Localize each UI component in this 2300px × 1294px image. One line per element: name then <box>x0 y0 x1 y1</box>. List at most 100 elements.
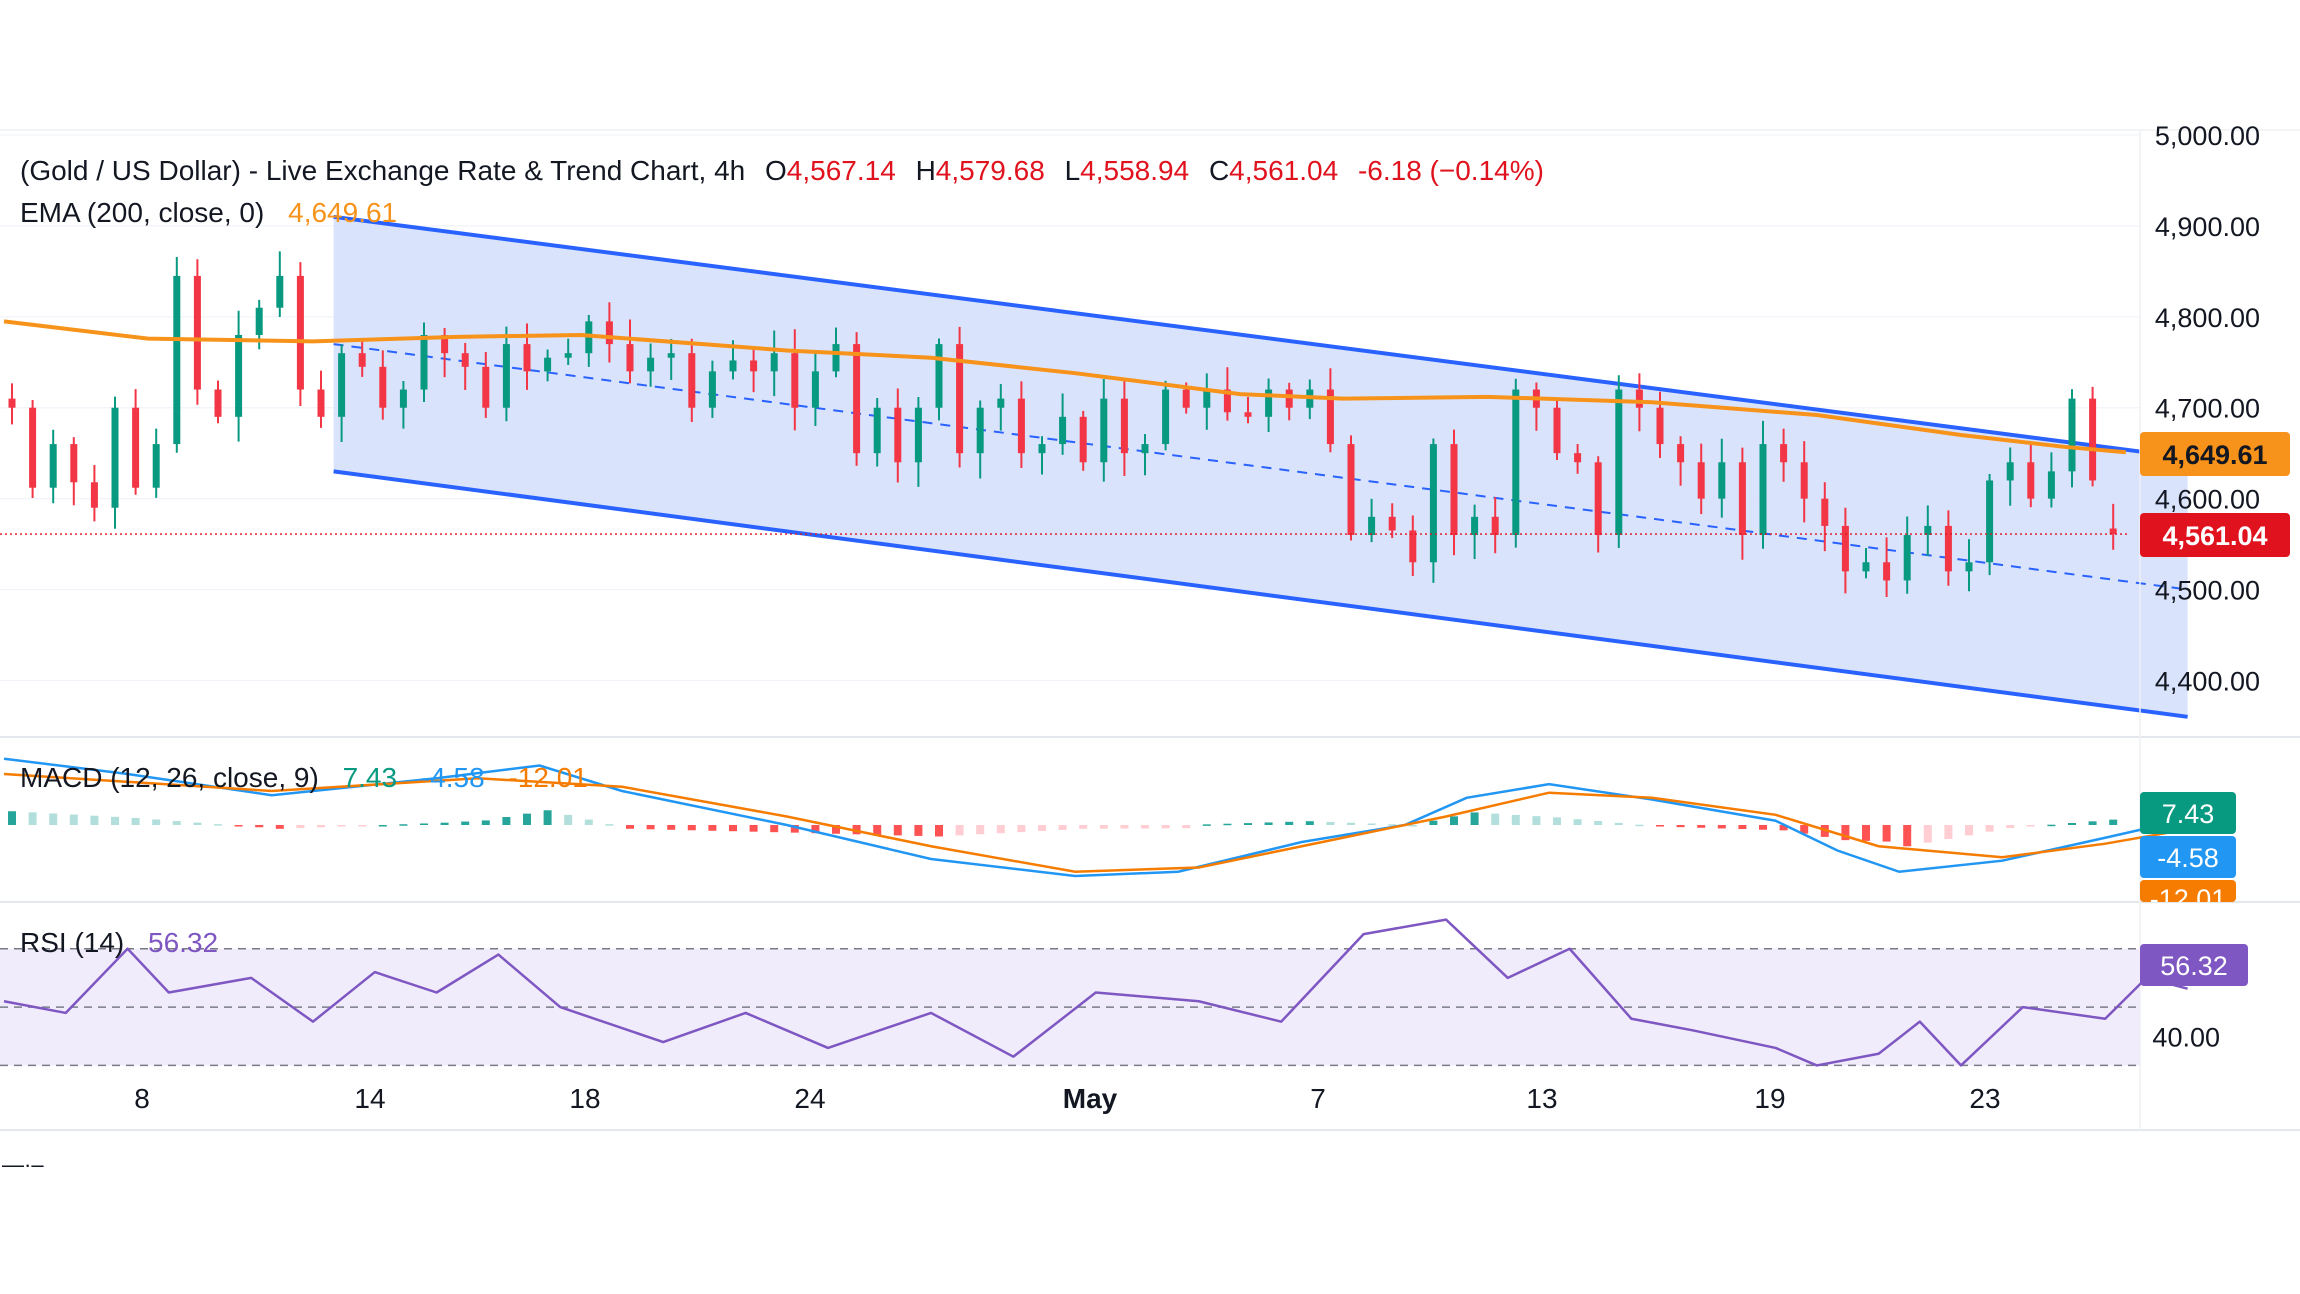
candle-down <box>1697 462 1705 499</box>
macd-histogram-bar <box>440 822 449 825</box>
candle-down <box>1244 412 1252 417</box>
macd-histogram-bar <box>131 817 140 825</box>
channel-upper-line <box>333 214 2188 460</box>
macd-histogram-bar <box>1841 825 1850 841</box>
macd-histogram-bar <box>214 824 222 826</box>
trend-channel[interactable] <box>333 214 2188 719</box>
candle-up <box>1862 562 1870 572</box>
candle-up <box>935 344 943 408</box>
macd-line <box>3 757 2188 878</box>
ema-200-line <box>3 319 2126 455</box>
macd-histogram-bar <box>2068 823 2076 825</box>
candle-up <box>997 398 1005 408</box>
macd-histogram-bar <box>2006 825 2015 829</box>
candle-up <box>173 275 181 445</box>
candle-down <box>2109 528 2117 535</box>
macd-legend-signal: -12.01 <box>508 762 587 793</box>
candle-down <box>1326 389 1334 445</box>
channel-fill <box>333 216 2188 717</box>
candle-down <box>1347 444 1355 535</box>
macd-histogram-bar <box>1347 822 1355 825</box>
symbol-title: (Gold / US Dollar) - Live Exchange Rate … <box>20 155 745 186</box>
ema-price-badge-text: 4,649.61 <box>2162 440 2267 470</box>
macd-histogram-bar <box>1779 825 1788 831</box>
macd-histogram-bar <box>1367 823 1376 825</box>
candle-down <box>70 444 78 483</box>
candle-up <box>1429 444 1437 563</box>
macd-histogram-bar <box>111 816 119 825</box>
rsi-legend[interactable]: RSI (14) 56.32 <box>20 927 218 958</box>
open-value: 4,567.14 <box>787 155 896 186</box>
candle-down <box>1944 525 1952 572</box>
signal-line-badge: -12.01 <box>2140 880 2236 902</box>
macd-histogram-bar <box>1656 825 1664 827</box>
candle-up <box>873 407 881 454</box>
candle-down <box>379 366 387 408</box>
candle-down <box>214 389 222 417</box>
candle-down <box>605 321 613 345</box>
time-tick-label: 24 <box>794 1083 825 1114</box>
macd-histogram-bar <box>584 819 593 825</box>
macd-legend-hist: 7.43 <box>343 762 398 793</box>
macd-histogram-bar <box>1388 824 1397 826</box>
macd-histogram-bar <box>1862 825 1870 841</box>
macd-histogram-bar <box>1882 825 1891 842</box>
open-label: O <box>765 155 787 186</box>
candle-down <box>894 407 902 463</box>
candle-up <box>1100 398 1108 463</box>
macd-histogram-bar <box>667 825 676 830</box>
candle-down <box>1120 398 1128 454</box>
macd-histogram-bar <box>646 825 655 830</box>
price-tick-label: 4,600.00 <box>2155 485 2260 515</box>
candle-up <box>832 344 840 372</box>
candle-down <box>1635 389 1643 408</box>
price-tick-label: 4,800.00 <box>2155 303 2260 333</box>
macd-histogram-bar <box>28 812 37 825</box>
macd-histogram-bar <box>1965 825 1973 836</box>
candle-down <box>1491 516 1499 535</box>
macd-histogram-bar <box>1017 825 1026 833</box>
macd-histogram-bar <box>996 825 1005 834</box>
price-axis[interactable]: 5,000.00 4,900.00 4,800.00 4,700.00 4,600.00… <box>2155 121 2260 696</box>
rsi-value-badge: 56.32 <box>2140 944 2248 986</box>
macd-histogram-bar <box>378 825 387 827</box>
macd-histogram-bar <box>976 825 985 835</box>
candle-up <box>255 307 263 335</box>
macd-histogram-bar <box>1244 823 1252 825</box>
candle-down <box>132 407 140 488</box>
macd-histogram-bar <box>502 817 511 825</box>
candle-down <box>8 398 16 408</box>
last-price-badge: 4,561.04 <box>2140 513 2290 557</box>
macd-histogram-bar <box>1305 821 1314 825</box>
macd-histogram-bar <box>1553 817 1561 825</box>
macd-hist-badge: 7.43 <box>2140 792 2236 834</box>
ema-price-badge: 4,649.61 <box>2140 432 2290 476</box>
macd-histogram-bar <box>832 825 840 834</box>
macd-histogram-bar <box>1614 822 1623 825</box>
candle-up <box>1162 389 1170 445</box>
macd-histogram-bar <box>873 825 882 835</box>
low-value: 4,558.94 <box>1080 155 1189 186</box>
time-tick-label: 7 <box>1310 1083 1326 1114</box>
candle-up <box>729 360 737 372</box>
time-axis[interactable]: 8 14 18 24 May 7 13 19 23 <box>134 1083 2000 1114</box>
macd-histogram-bar <box>523 813 531 825</box>
rsi-tick-label: 40.00 <box>2152 1022 2220 1052</box>
candle-up <box>1759 444 1767 535</box>
candle-down <box>29 407 37 488</box>
candle-up <box>1471 516 1479 535</box>
time-tick-label: 14 <box>354 1083 385 1114</box>
macd-histogram-bar <box>790 825 799 833</box>
candle-up <box>1059 416 1067 445</box>
candle-up <box>544 357 552 372</box>
candle-down <box>853 344 861 454</box>
ema-legend[interactable]: EMA (200, close, 0) 4,649.61 <box>20 197 397 228</box>
candle-up <box>647 357 655 372</box>
macd-legend[interactable]: MACD (12, 26, close, 9) 7.43 -4.58 -12.0… <box>20 762 588 793</box>
macd-histogram-bar <box>1923 825 1932 843</box>
macd-histogram-bar <box>172 821 181 825</box>
macd-histogram-bar <box>337 825 346 827</box>
price-tick-label: 4,400.00 <box>2155 666 2260 696</box>
candle-up <box>502 344 510 408</box>
candle-down <box>1450 444 1458 535</box>
